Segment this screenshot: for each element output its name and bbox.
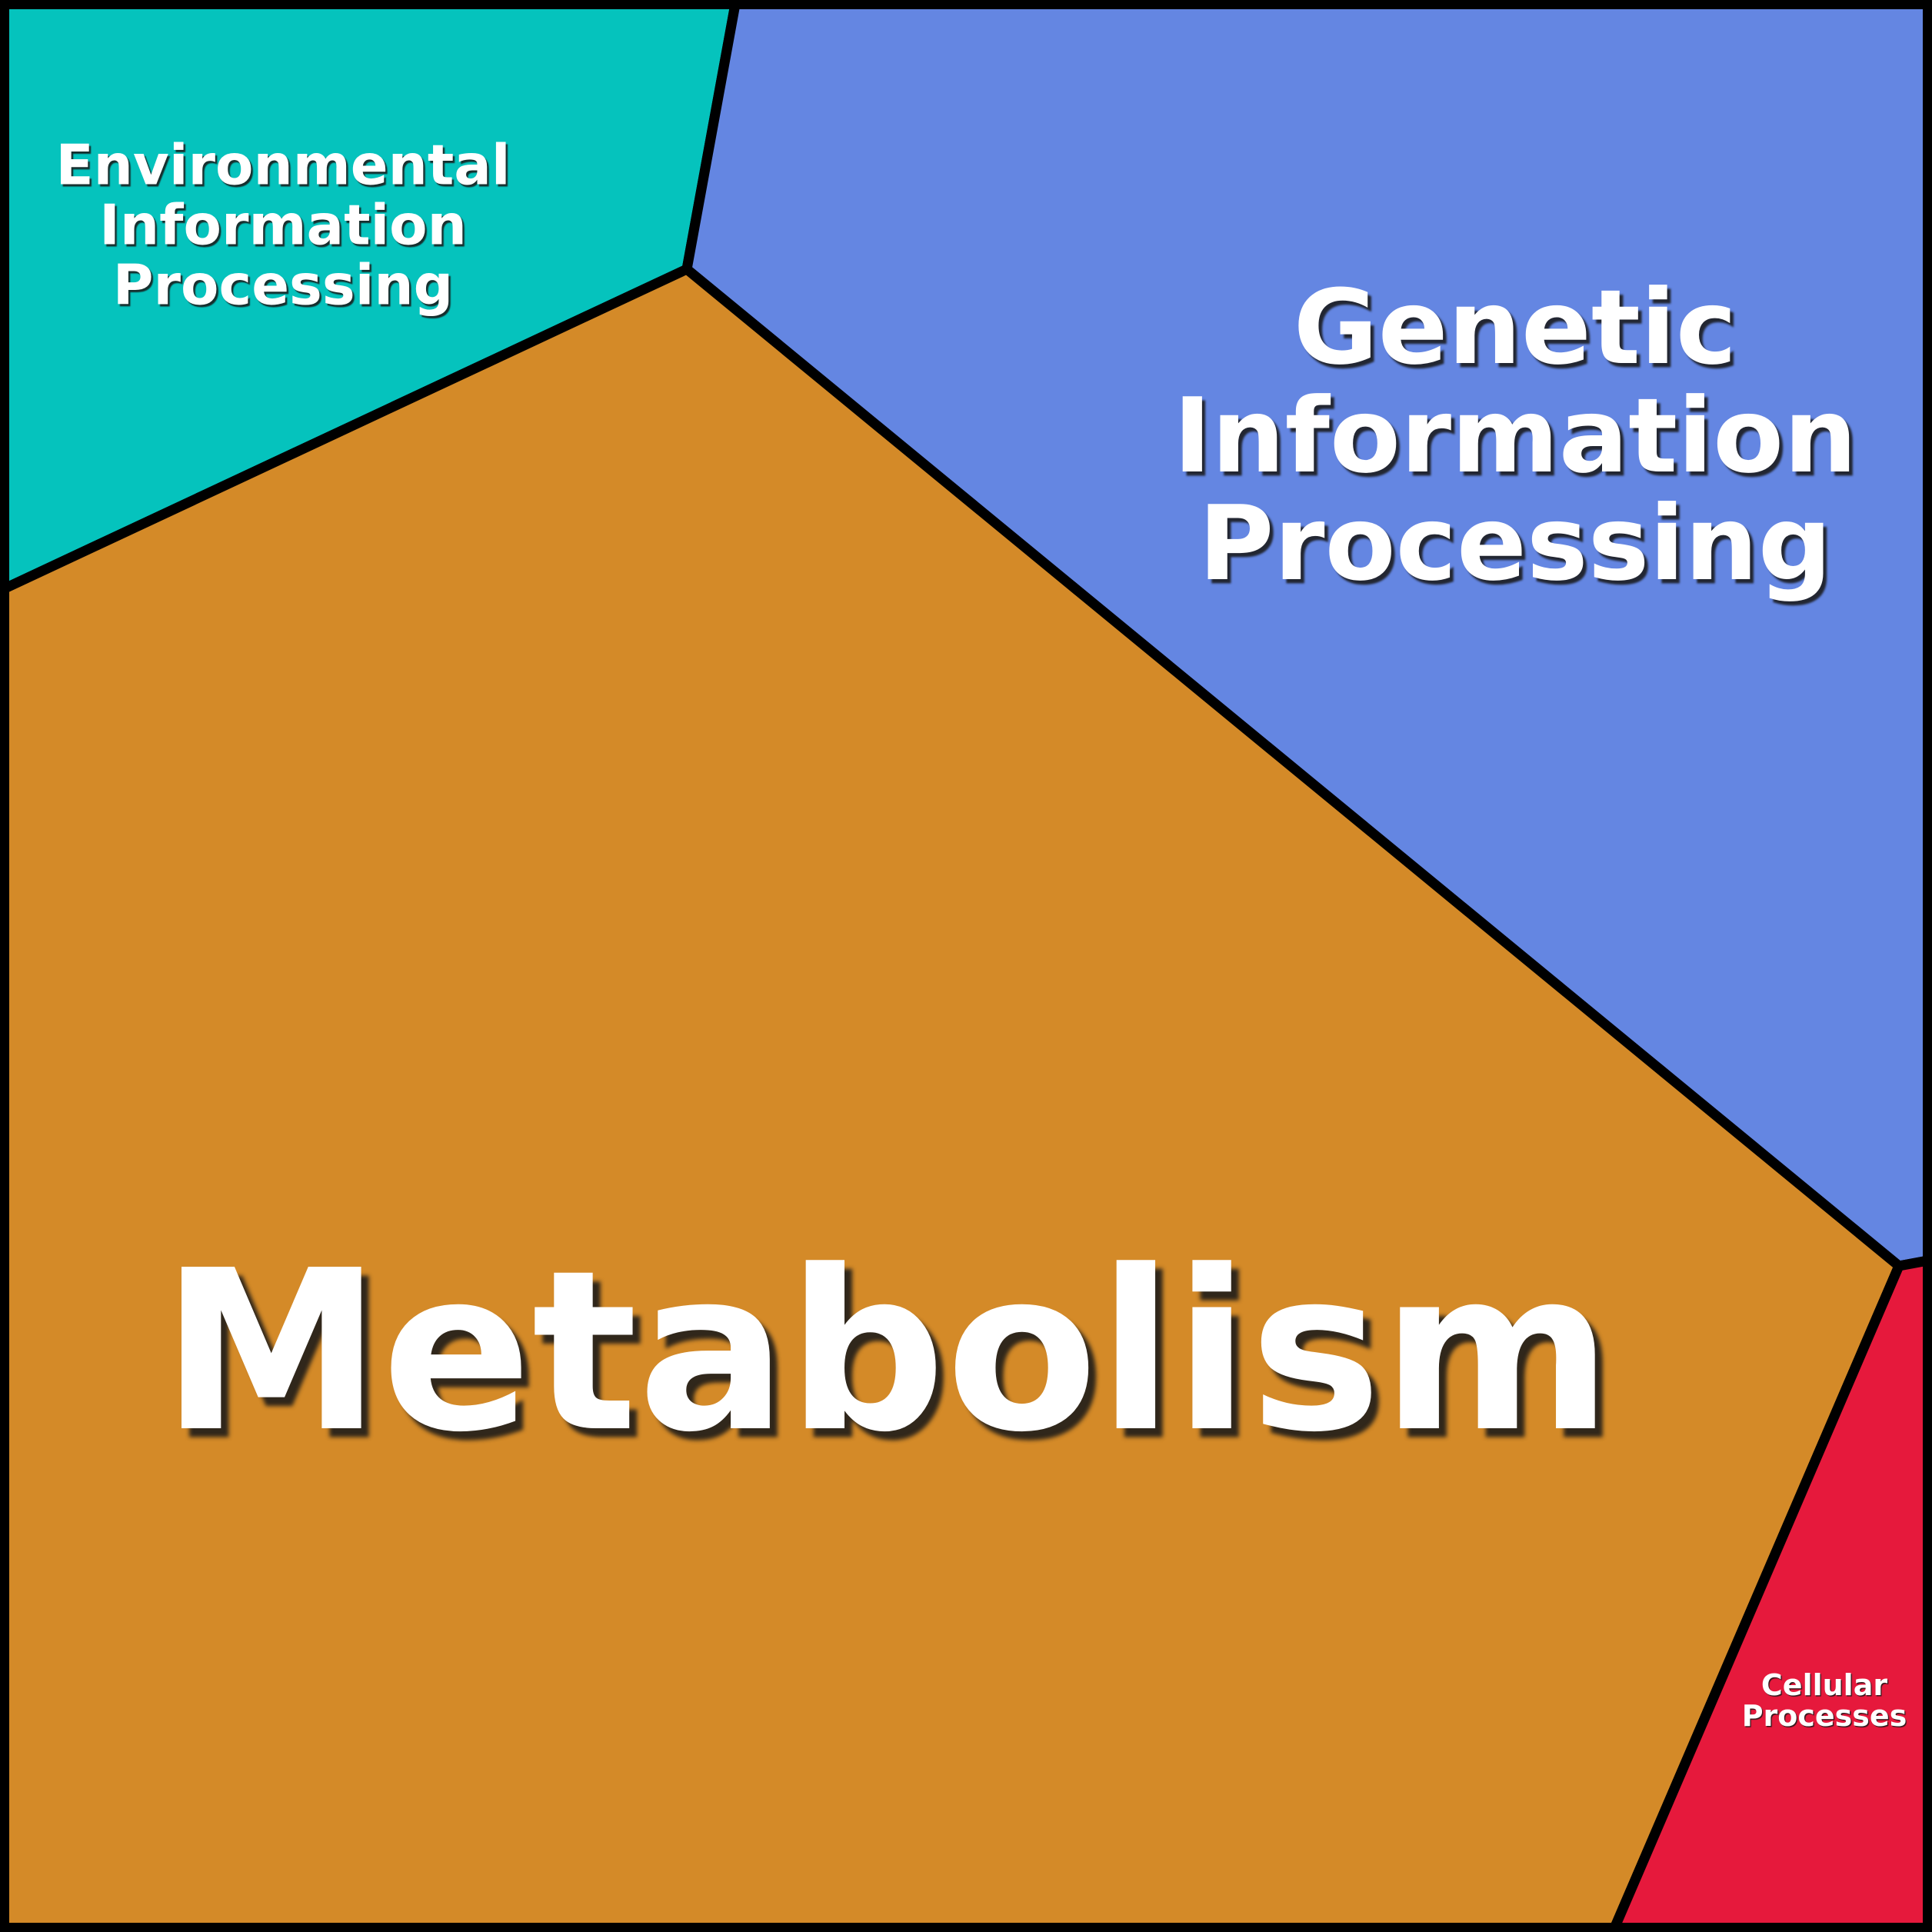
region-cellular-processes bbox=[1607, 1254, 1932, 1932]
